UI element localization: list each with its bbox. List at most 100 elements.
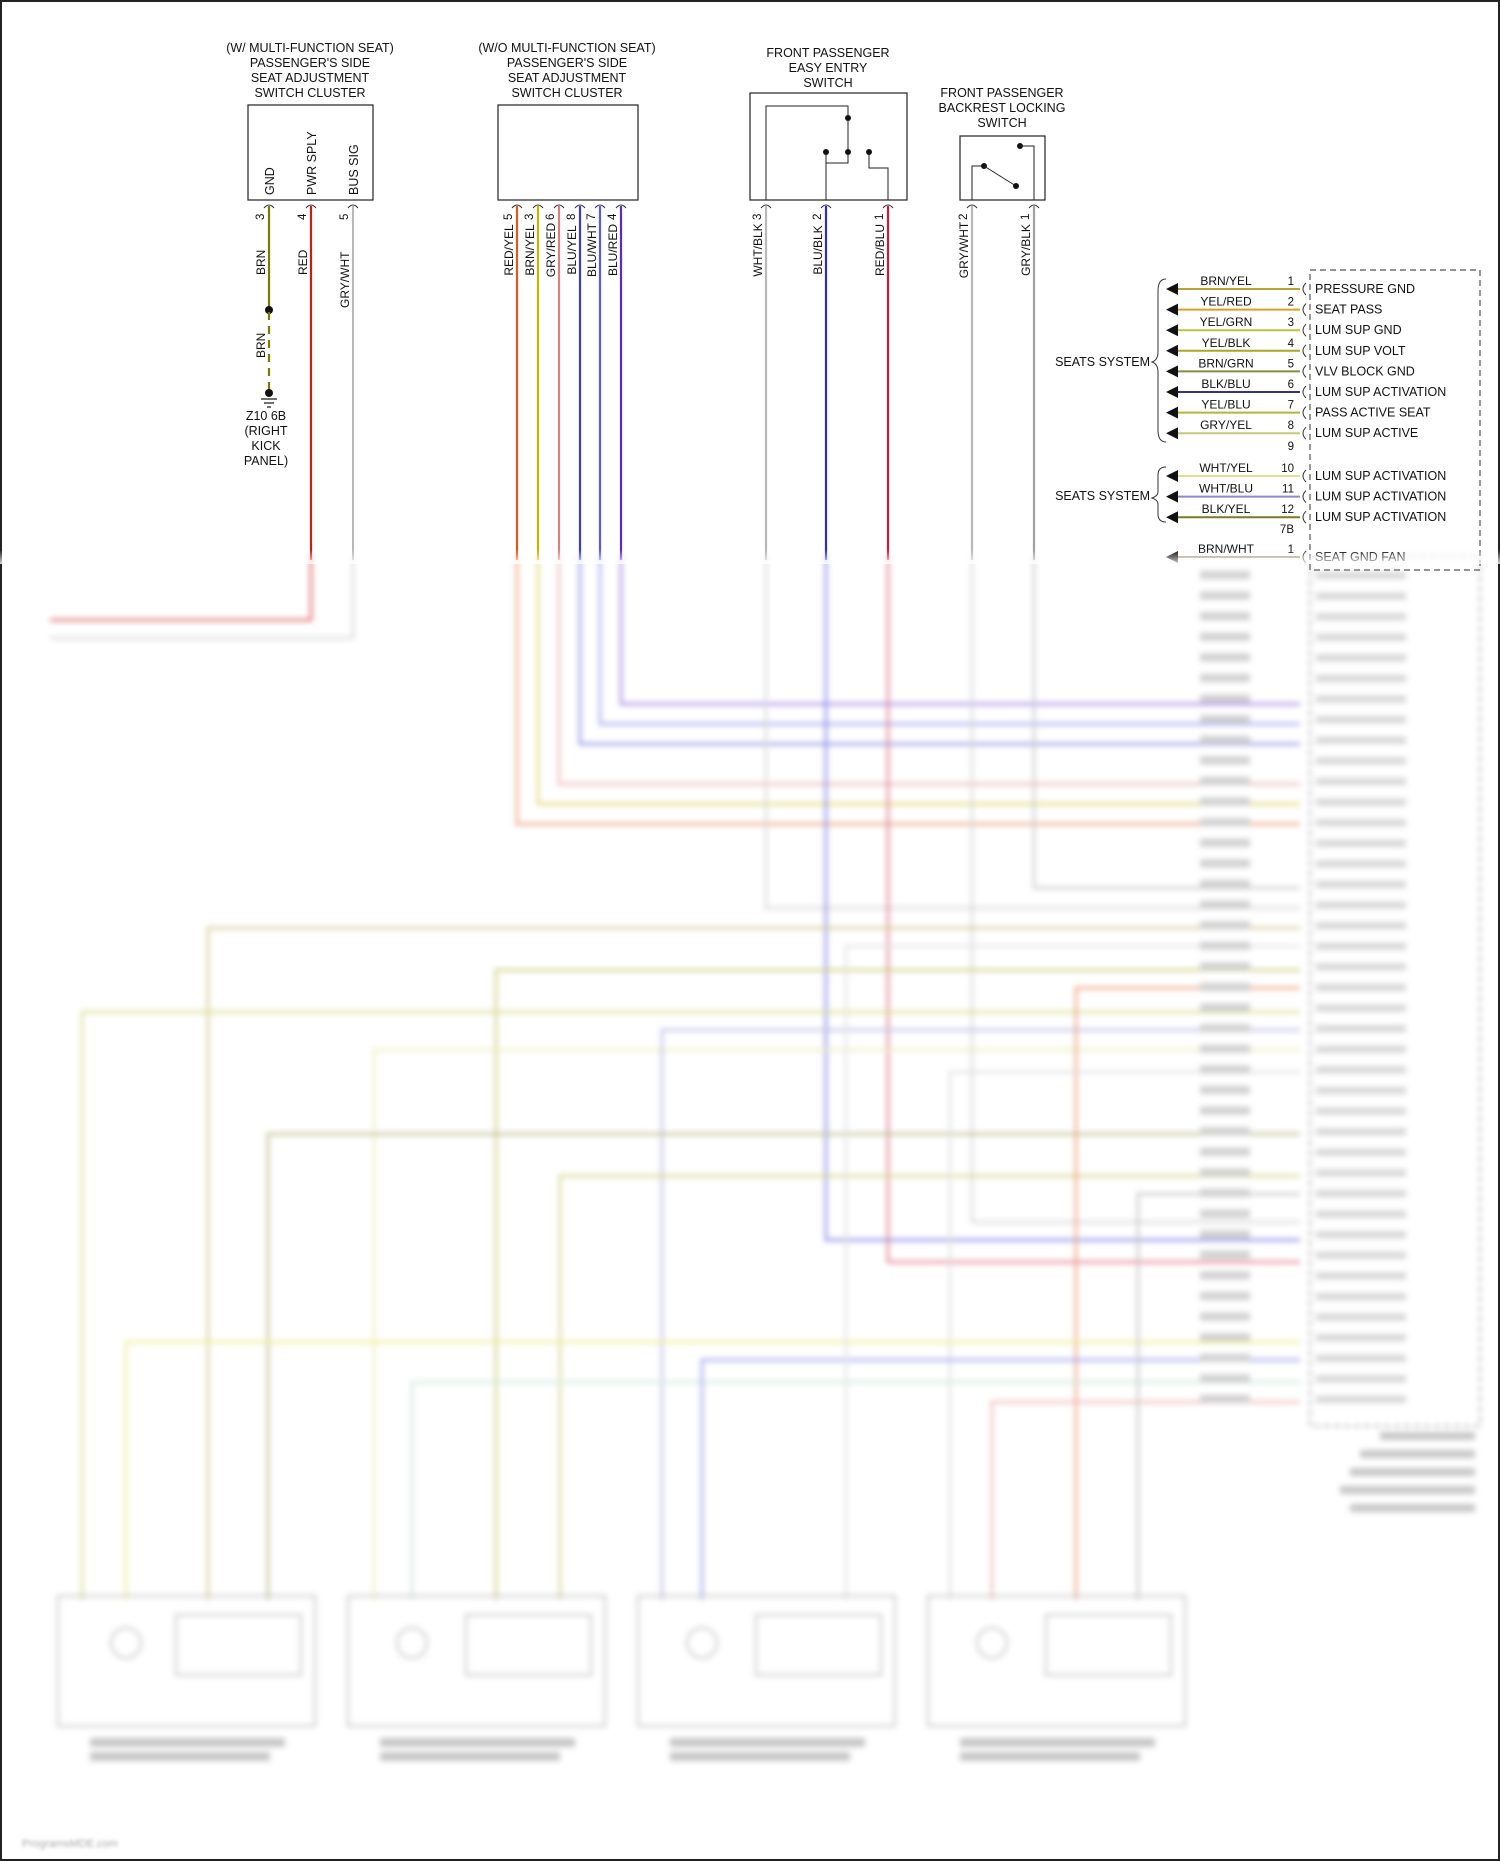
c7b-a-func-1: PRESSURE GND [1315, 282, 1415, 296]
c7b-a-pin-2: 2 [1288, 297, 1294, 309]
nomfs-pin-num-7: 7 [586, 214, 598, 220]
nomfs-wire-blu-red: BLU/RED [606, 224, 620, 276]
nomfs-pin-num-3: 3 [524, 214, 536, 220]
c7b-b-pin-12: 12 [1281, 504, 1294, 516]
c7b-a-pin-8: 8 [1288, 420, 1294, 432]
seats-system-b: SEATS SYSTEM [1055, 489, 1150, 503]
backrest-pin-num-2: 2 [958, 214, 970, 220]
easy-wire-red-blu: RED/BLU [873, 224, 887, 276]
connector-7b-label: 7B [1280, 524, 1294, 536]
nomfs-cluster: (W/O MULTI-FUNCTION SEAT) PASSENGER'S SI… [478, 41, 656, 560]
mfs-cluster-title-3: SEAT ADJUSTMENT [251, 71, 370, 85]
c7b-a-pin-3: 3 [1288, 317, 1294, 329]
mfs-pin-num-3: 3 [255, 214, 267, 220]
c7b-a-wire-6: BLK/BLU [1201, 377, 1250, 391]
ground-label-3: KICK [251, 439, 281, 453]
nomfs-pin-num-4: 4 [607, 213, 619, 220]
seats-system-a: SEATS SYSTEM [1055, 355, 1150, 369]
c7b-a-func-8: LUM SUP ACTIVE [1315, 426, 1418, 440]
backrest-title-3: SWITCH [977, 116, 1026, 130]
mfs-wire-grywht: GRY/WHT [338, 251, 352, 308]
connector-7b: SEATS SYSTEM SEATS SYSTEM 7B BRN/YEL PRES… [1055, 269, 1481, 571]
c7b-b-pin-10: 10 [1281, 463, 1294, 475]
c7b-a-wire-5: BRN/GRN [1198, 356, 1253, 370]
c7b-b-func-10: LUM SUP ACTIVATION [1315, 469, 1446, 483]
nomfs-box [497, 104, 639, 201]
c7b-b-pin-11: 11 [1282, 484, 1294, 496]
nomfs-title-4: SWITCH CLUSTER [511, 86, 622, 100]
c7b-a-pin-9: 9 [1288, 441, 1294, 453]
backrest-box [959, 135, 1046, 201]
easy-entry-switch: FRONT PASSENGER EASY ENTRY SWITCH 3 WHT/B… [749, 46, 908, 560]
mfs-cluster-title-1: (W/ MULTI-FUNCTION SEAT) [226, 41, 394, 55]
mfs-wire-red: RED [296, 249, 310, 275]
c7b-a-func-6: LUM SUP ACTIVATION [1315, 385, 1446, 399]
easy-wire-wht-blk: WHT/BLK [751, 223, 765, 276]
easy-wire-blu-blk: BLU/BLK [811, 225, 825, 274]
c7b-a-pin-6: 6 [1288, 379, 1294, 391]
c7b-b-wire-12: BLK/YEL [1202, 502, 1251, 516]
mfs-pin-num-4: 4 [297, 213, 309, 220]
backrest-pin-num-1: 1 [1020, 214, 1032, 220]
backrest-wire-gry-wht: GRY/WHT [957, 221, 971, 278]
c7b-a-wire-7: YEL/BLU [1201, 398, 1250, 412]
mfs-pin-name-bus: BUS SIG [347, 144, 361, 195]
easy-pin-num-2: 2 [812, 214, 824, 220]
footer-watermark: ProgramsMDE.com [22, 1838, 118, 1850]
c7b-a-pin-1: 1 [1288, 276, 1294, 288]
mfs-pin-name-pwr: PWR SPLY [305, 131, 319, 195]
mfs-pin-num-5: 5 [339, 214, 351, 220]
blurred-lower-diagram [50, 556, 1481, 1761]
nomfs-pin-num-8: 8 [566, 214, 578, 220]
easy-pin-num-3: 3 [752, 214, 764, 220]
c7b-a-func-3: LUM SUP GND [1315, 323, 1402, 337]
c7b-a-func-5: VLV BLOCK GND [1315, 364, 1415, 378]
nomfs-wire-red-yel: RED/YEL [502, 224, 516, 276]
ground-label-2: (RIGHT [244, 424, 287, 438]
mfs-cluster-title-2: PASSENGER'S SIDE [250, 56, 370, 70]
c7b-a-wire-4: YEL/BLK [1202, 336, 1251, 350]
easy-entry-box [749, 92, 908, 201]
nomfs-title-1: (W/O MULTI-FUNCTION SEAT) [478, 41, 655, 55]
mfs-cluster-title-4: SWITCH CLUSTER [254, 86, 365, 100]
c7b-a-func-4: LUM SUP VOLT [1315, 344, 1406, 358]
backrest-switch: FRONT PASSENGER BACKREST LOCKING SWITCH … [939, 86, 1066, 560]
c7b-a-pin-7: 7 [1288, 400, 1294, 412]
nomfs-wire-blu-yel: BLU/YEL [565, 225, 579, 275]
c7b-b-func-12: LUM SUP ACTIVATION [1315, 510, 1446, 524]
nomfs-title-2: PASSENGER'S SIDE [507, 56, 627, 70]
easy-pin-num-1: 1 [874, 214, 886, 220]
c7b-a-wire-8: GRY/YEL [1200, 418, 1252, 432]
backrest-title-1: FRONT PASSENGER [940, 86, 1063, 100]
nomfs-wire-brn-yel: BRN/YEL [523, 224, 537, 276]
easy-entry-title-1: FRONT PASSENGER [766, 46, 889, 60]
c7b-b-func-11: LUM SUP ACTIVATION [1315, 490, 1446, 504]
nomfs-pin-num-6: 6 [545, 214, 557, 220]
module-dashed-box [1309, 269, 1481, 571]
easy-entry-title-2: EASY ENTRY [789, 61, 868, 75]
c7b-b-wire-11: WHT/BLU [1199, 482, 1253, 496]
mfs-wire-brn-upper: BRN [254, 250, 268, 275]
c7b-a-wire-2: YEL/RED [1200, 295, 1252, 309]
c7b-a-pin-4: 4 [1288, 338, 1295, 350]
c7b-a-wire-3: YEL/GRN [1200, 315, 1253, 329]
mfs-pin-name-gnd: GND [263, 167, 277, 195]
nomfs-wire-gry-red: GRY/RED [544, 222, 558, 277]
mfs-wire-brn-lower: BRN [254, 333, 268, 358]
c7b-a-wire-1: BRN/YEL [1200, 274, 1252, 288]
mfs-cluster-box [247, 104, 374, 201]
ground-label-1: Z10 6B [246, 409, 286, 423]
backrest-wire-gry-blk: GRY/BLK [1019, 224, 1033, 276]
backrest-title-2: BACKREST LOCKING [939, 101, 1066, 115]
nomfs-wire-blu-wht: BLU/WHT [585, 222, 599, 277]
nomfs-pin-num-5: 5 [503, 214, 515, 220]
nomfs-title-3: SEAT ADJUSTMENT [508, 71, 627, 85]
c7b-a-func-2: SEAT PASS [1315, 303, 1382, 317]
c7b-a-func-7: PASS ACTIVE SEAT [1315, 406, 1431, 420]
blur-fade [0, 550, 1500, 564]
mfs-cluster: (W/ MULTI-FUNCTION SEAT) PASSENGER'S SID… [226, 41, 394, 560]
c7b-a-pin-5: 5 [1288, 358, 1294, 370]
c7b-b-wire-10: WHT/YEL [1199, 461, 1253, 475]
